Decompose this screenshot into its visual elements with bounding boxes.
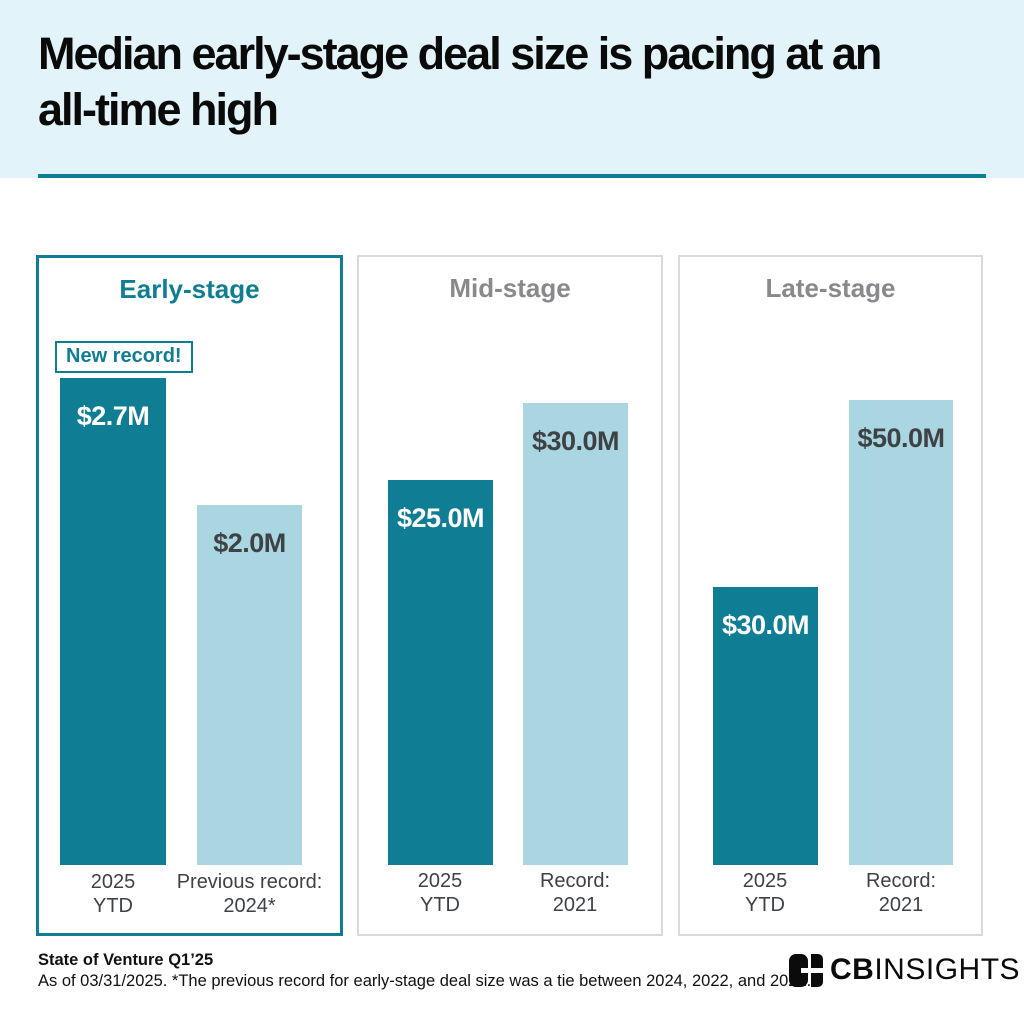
bar-mid-2025-ytd: $25.0M [388,480,493,865]
bar-late-record-2021: $50.0M [849,400,953,865]
logo-cb: CB [830,953,875,986]
panel-title-late-stage: Late-stage [765,273,896,303]
category-label: Record: 2021 [865,870,937,916]
bar-early-previous-record: $2.0M [197,505,302,865]
page-title: Median early-stage deal size is pacing a… [38,26,998,138]
bar-value-label: $2.7M [76,401,150,431]
bar-late-2025-ytd: $30.0M [713,587,818,865]
logo-insights: INSIGHTS [874,953,1021,986]
cbinsights-logo: CBINSIGHTS [789,953,1020,987]
header-divider [38,174,986,178]
panel-title-mid-stage: Mid-stage [449,273,571,303]
category-label: 2025 YTD [742,870,788,916]
header: Median early-stage deal size is pacing a… [0,0,1024,178]
panel-title-early-stage: Early-stage [119,274,260,304]
panel-late-stage: Late-stage $30.0M $50.0M 2025 YTD Record… [678,255,983,936]
cbinsights-logo-icon [789,953,823,987]
source-title: State of Venture Q1’25 [38,951,214,969]
bar-mid-record-2021: $30.0M [523,403,628,865]
footnote: As of 03/31/2025. *The previous record f… [38,972,812,990]
bar-value-label: $30.0M [721,610,810,640]
source-note: State of Venture Q1’25 As of 03/31/2025.… [38,950,811,992]
category-label: Record: 2021 [539,870,611,916]
bar-early-2025-ytd: $2.7M [60,378,166,865]
panel-mid-stage: Mid-stage $25.0M $30.0M 2025 YTD Record:… [357,255,663,936]
category-label: 2025 YTD [417,870,463,916]
new-record-badge: New record! [55,341,193,373]
bar-value-label: $30.0M [531,426,620,456]
bar-value-label: $2.0M [213,528,286,558]
category-label: Previous record: 2024* [176,871,323,917]
category-label: 2025 YTD [90,871,136,917]
panel-early-stage: Early-stage New record! $2.7M $2.0M 2025… [36,255,343,936]
page-title-line2: all-time high [38,84,279,135]
cbinsights-logo-text: CBINSIGHTS [830,953,1020,987]
page-title-line1: Median early-stage deal size is pacing a… [38,28,882,79]
bar-value-label: $25.0M [396,503,485,533]
bar-value-label: $50.0M [857,423,945,453]
